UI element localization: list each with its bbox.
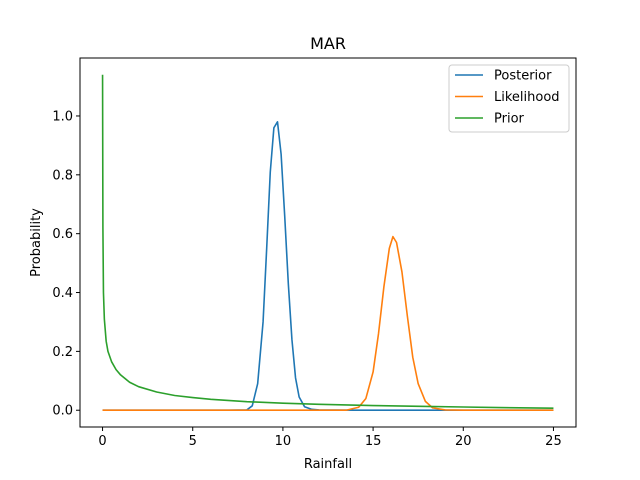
y-tick-label: 1.0 bbox=[52, 109, 73, 124]
x-tick-label: 5 bbox=[189, 434, 197, 449]
y-tick-label: 0.8 bbox=[52, 168, 73, 183]
y-axis-label: Probability bbox=[29, 208, 44, 277]
x-tick-label: 25 bbox=[545, 434, 562, 449]
legend-frame bbox=[448, 64, 570, 133]
y-tick-label: 0.4 bbox=[52, 286, 73, 301]
y-tick-label: 0.2 bbox=[52, 345, 73, 360]
chart-title: MAR bbox=[310, 34, 346, 53]
x-tick-label: 15 bbox=[365, 434, 382, 449]
legend-label-likelihood: Likelihood bbox=[494, 90, 560, 105]
legend-label-posterior: Posterior bbox=[494, 69, 552, 84]
plot-area bbox=[79, 57, 577, 428]
y-tick-label: 0.0 bbox=[52, 404, 73, 419]
x-tick-label: 20 bbox=[455, 434, 472, 449]
y-axis-ticks: 0.0 0.2 0.4 0.6 0.8 1.0 bbox=[52, 109, 80, 419]
legend: Posterior Likelihood Prior bbox=[448, 64, 570, 133]
series-line-likelihood bbox=[102, 235, 554, 412]
legend-label-prior: Prior bbox=[494, 112, 525, 127]
series-line-prior bbox=[101, 74, 554, 409]
axes-frame bbox=[79, 57, 577, 428]
x-tick-label: 0 bbox=[98, 434, 106, 449]
x-axis-label: Rainfall bbox=[304, 457, 352, 472]
x-tick-label: 10 bbox=[275, 434, 292, 449]
x-axis-ticks: 0 5 10 15 20 25 bbox=[98, 427, 562, 449]
y-tick-label: 0.6 bbox=[52, 227, 73, 242]
series-lines bbox=[101, 74, 554, 412]
